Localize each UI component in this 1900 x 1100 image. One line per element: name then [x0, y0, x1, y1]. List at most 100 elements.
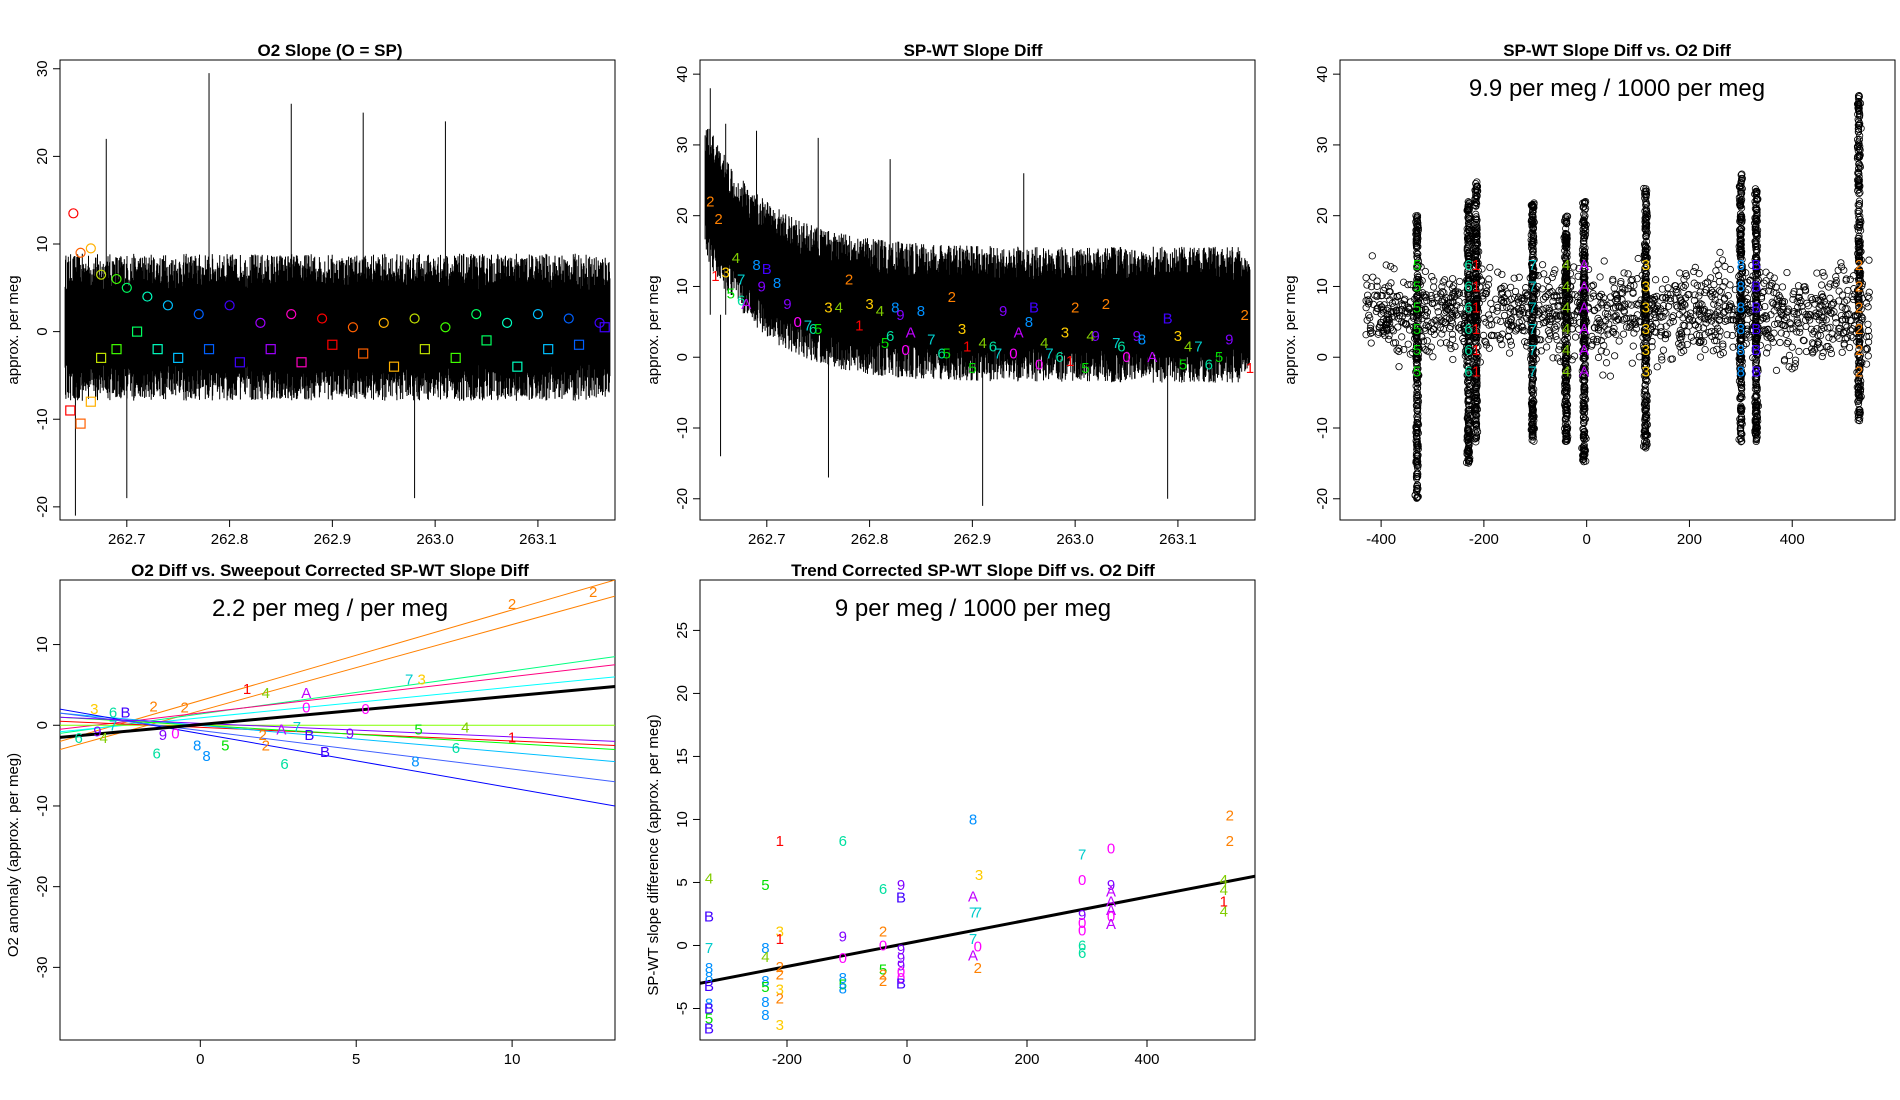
scatter-point — [1819, 293, 1827, 301]
scatter-point — [1840, 298, 1849, 306]
cluster-point — [1737, 342, 1745, 350]
data-label: 4 — [835, 300, 843, 317]
cluster-point — [1856, 320, 1864, 328]
scatter-point — [1439, 325, 1448, 333]
cluster-point — [1413, 305, 1421, 313]
y-tick-label: 10 — [1314, 278, 1331, 295]
cluster-point — [1753, 237, 1761, 245]
cluster-point — [1580, 325, 1589, 334]
marker-square — [358, 348, 369, 359]
marker-circle — [162, 300, 174, 311]
cluster-point — [1528, 359, 1536, 367]
scatter-point — [1696, 299, 1704, 307]
cluster-label: 7 — [1529, 257, 1537, 274]
cluster-point — [1413, 375, 1421, 383]
cluster-point — [1736, 271, 1744, 279]
data-label: B — [304, 727, 314, 744]
cluster-point — [1752, 380, 1760, 389]
cluster-point — [1855, 246, 1863, 254]
scatter-point — [1802, 311, 1810, 319]
data-label: 4 — [1220, 882, 1228, 899]
scatter-point — [1498, 296, 1506, 304]
cluster-point — [1578, 251, 1586, 259]
data-label: 8 — [1025, 314, 1033, 331]
marker-square — [265, 344, 276, 355]
x-tick-label: -200 — [1469, 531, 1499, 548]
data-label: 9 — [839, 929, 847, 946]
scatter-point — [1807, 293, 1815, 302]
cluster-point — [1854, 351, 1862, 360]
scatter-point — [1835, 325, 1843, 333]
cluster-label: 3 — [1642, 257, 1650, 274]
data-label: 6 — [1078, 945, 1086, 962]
scatter-point — [1515, 293, 1523, 301]
scatter-point — [1505, 349, 1514, 357]
scatter-point — [1680, 283, 1688, 291]
scatter-point — [1551, 266, 1559, 274]
y-axis-label: O2 anomaly (approx. per meg) — [5, 753, 22, 957]
scatter-point — [1814, 338, 1822, 346]
data-label: 6 — [75, 730, 83, 747]
cluster-point — [1527, 201, 1535, 209]
scatter-point — [1490, 331, 1498, 340]
cluster-point — [1641, 349, 1649, 357]
data-label: 6 — [886, 328, 894, 345]
data-label: 1 — [1066, 353, 1074, 370]
cluster-point — [1472, 201, 1480, 210]
scatter-point — [1619, 284, 1627, 292]
y-tick-label: -20 — [674, 488, 691, 510]
cluster-label: 1 — [1472, 342, 1480, 359]
cluster-point — [1472, 229, 1480, 238]
cluster-point — [1856, 99, 1865, 107]
cluster-point — [1642, 278, 1650, 286]
scatter-point — [1439, 278, 1447, 286]
scatter-point — [1507, 316, 1515, 324]
scatter-point — [1767, 311, 1775, 319]
scatter-point — [1695, 338, 1703, 346]
cluster-point — [1463, 347, 1472, 355]
cluster-point — [1472, 418, 1480, 426]
cluster-point — [1855, 270, 1863, 279]
scatter-point — [1835, 287, 1843, 295]
cluster-point — [1563, 385, 1571, 393]
cluster-point — [1561, 336, 1569, 344]
scatter-point — [1697, 313, 1705, 321]
cluster-point — [1738, 370, 1746, 378]
cluster-label: A — [1579, 321, 1589, 338]
cluster-point — [1464, 398, 1472, 406]
scatter-point — [1571, 333, 1580, 341]
cluster-point — [1737, 244, 1745, 253]
scatter-point — [1460, 338, 1468, 346]
data-label: 2 — [776, 990, 784, 1007]
scatter-point — [1510, 274, 1518, 282]
cluster-point — [1643, 391, 1651, 399]
scatter-point — [1764, 325, 1772, 333]
cluster-point — [1464, 337, 1472, 345]
cluster-point — [1471, 384, 1479, 392]
scatter-point — [1677, 302, 1685, 310]
scatter-point — [1507, 304, 1515, 313]
scatter-point — [1418, 315, 1426, 323]
scatter-point — [1589, 281, 1598, 289]
series-line — [60, 712, 615, 783]
cluster-point — [1855, 290, 1863, 298]
cluster-label: 7 — [1529, 300, 1537, 317]
scatter-point — [1827, 309, 1835, 317]
scatter-point — [1446, 341, 1454, 349]
scatter-point — [1395, 344, 1403, 352]
x-tick-label: 400 — [1134, 1051, 1159, 1068]
data-label: 2 — [589, 584, 597, 601]
scatter-point — [1680, 322, 1689, 330]
marker-square — [419, 344, 430, 355]
cluster-point — [1752, 359, 1760, 367]
slope-annotation: 9.9 per meg / 1000 per meg — [1469, 75, 1765, 102]
scatter-point — [1838, 316, 1846, 324]
x-tick-label: 5 — [352, 1051, 360, 1068]
data-label: 8 — [705, 969, 713, 986]
scatter-point — [1504, 290, 1512, 298]
data-label: 9 — [897, 950, 905, 967]
cluster-label: 2 — [1855, 257, 1863, 274]
cluster-point — [1753, 397, 1762, 405]
scatter-point — [1844, 310, 1852, 319]
